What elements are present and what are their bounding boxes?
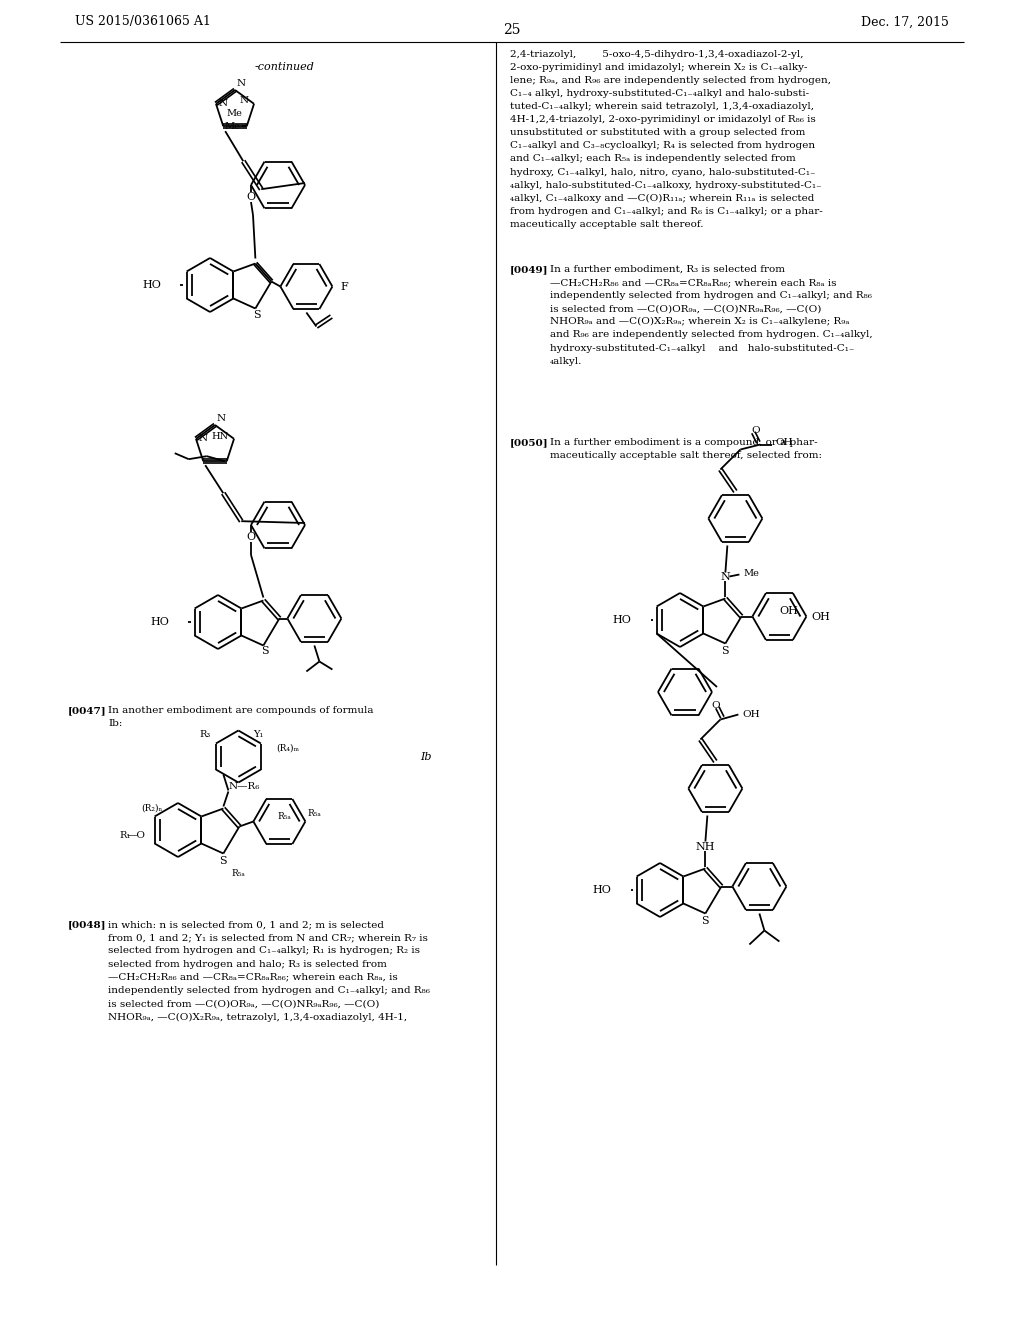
Text: HO: HO xyxy=(142,280,161,290)
Text: Me: Me xyxy=(743,569,759,578)
Text: R₃: R₃ xyxy=(199,730,210,739)
Text: S: S xyxy=(701,916,710,927)
Text: S: S xyxy=(254,309,261,319)
Text: OH: OH xyxy=(742,710,760,719)
Text: Me: Me xyxy=(226,110,242,119)
Text: Me: Me xyxy=(225,121,241,131)
Text: O: O xyxy=(247,191,256,202)
Text: R₁: R₁ xyxy=(120,830,131,840)
Text: In another embodiment are compounds of formula
Ib:: In another embodiment are compounds of f… xyxy=(108,706,374,727)
Text: OH: OH xyxy=(775,438,793,447)
Text: S: S xyxy=(219,857,227,866)
Text: O: O xyxy=(711,701,720,710)
Text: in which: n is selected from 0, 1 and 2; m is selected
from 0, 1 and 2; Y₁ is se: in which: n is selected from 0, 1 and 2;… xyxy=(108,920,430,1022)
Text: (R₄)ₘ: (R₄)ₘ xyxy=(276,744,299,752)
Text: O: O xyxy=(751,426,760,436)
Text: [0048]: [0048] xyxy=(68,920,106,929)
Text: N—R₆: N—R₆ xyxy=(228,781,260,791)
Text: N: N xyxy=(199,434,208,444)
Text: 2,4-triazolyl,        5-oxo-4,5-dihydro-1,3,4-oxadiazol-2-yl,
2-oxo-pyrimidinyl : 2,4-triazolyl, 5-oxo-4,5-dihydro-1,3,4-o… xyxy=(510,50,831,228)
Text: OH: OH xyxy=(779,606,799,616)
Text: N: N xyxy=(237,79,246,88)
Text: N: N xyxy=(217,414,226,422)
Text: -continued: -continued xyxy=(255,62,314,73)
Text: R₅ₐ: R₅ₐ xyxy=(278,812,291,821)
Text: HO: HO xyxy=(612,615,631,624)
Text: R₅ₐ: R₅ₐ xyxy=(307,809,322,818)
Text: —O: —O xyxy=(127,830,146,840)
Text: S: S xyxy=(722,647,729,656)
Text: N: N xyxy=(219,99,228,108)
Text: Dec. 17, 2015: Dec. 17, 2015 xyxy=(861,16,949,29)
Text: In a further embodiment, R₃ is selected from
—CH₂CH₂R₈₆ and —CR₈ₐ=CR₈ₐR₈₆; where: In a further embodiment, R₃ is selected … xyxy=(550,265,872,366)
Text: O: O xyxy=(247,532,256,543)
Text: OH: OH xyxy=(811,611,830,622)
Text: [0049]: [0049] xyxy=(510,265,549,275)
Text: F: F xyxy=(340,281,348,292)
Text: HO: HO xyxy=(151,616,169,627)
Text: US 2015/0361065 A1: US 2015/0361065 A1 xyxy=(75,16,211,29)
Text: NH: NH xyxy=(695,842,715,851)
Text: 25: 25 xyxy=(503,22,521,37)
Text: R₅ₐ: R₅ₐ xyxy=(231,869,246,878)
Text: N: N xyxy=(721,572,730,582)
Text: N: N xyxy=(240,96,249,106)
Text: (R₂)ₙ: (R₂)ₙ xyxy=(141,804,163,813)
Text: Y₁: Y₁ xyxy=(253,730,264,739)
Text: HO: HO xyxy=(592,884,611,895)
Text: HN: HN xyxy=(212,433,229,441)
Text: S: S xyxy=(261,647,269,656)
Text: [0047]: [0047] xyxy=(68,706,106,715)
Text: [0050]: [0050] xyxy=(510,438,549,447)
Text: In a further embodiment is a compound, or a phar-
maceutically acceptable salt t: In a further embodiment is a compound, o… xyxy=(550,438,822,461)
Text: Ib: Ib xyxy=(420,752,431,762)
